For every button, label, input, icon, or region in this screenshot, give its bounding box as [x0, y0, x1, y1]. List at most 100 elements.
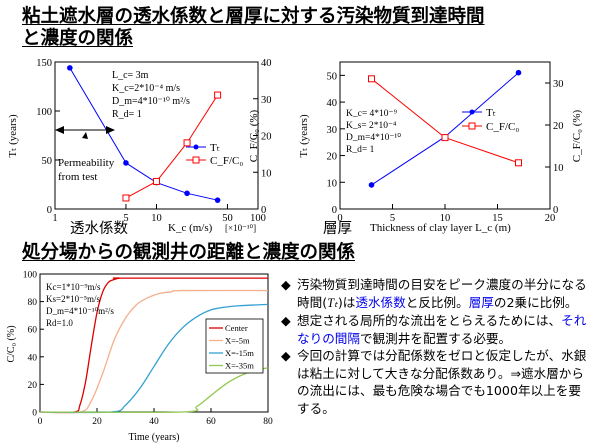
chart1-point	[67, 65, 73, 71]
chart1-x-tick-label: 5	[123, 213, 128, 224]
chart2-yr-tick-label: 30	[553, 79, 564, 90]
chart1-yr-tick-label: 10	[261, 168, 272, 179]
chart1-x-tick-label: 1	[52, 213, 57, 224]
chart1-yr-tick-label: 30	[261, 95, 272, 106]
chart2-param-1: K_s= 2*10⁻⁴	[346, 121, 397, 131]
chart2-legend-label-c: C_F/C₀	[486, 121, 519, 133]
chart1-yl-tick-label: 150	[36, 58, 52, 69]
chart1-x-exponent: [×10⁻¹⁰]	[225, 223, 256, 233]
chart1-param-2: D_m=4*10⁻¹⁰ m²/s	[112, 96, 190, 107]
chart3-x-tick-label: 80	[263, 417, 273, 427]
bullet-text-0-p3: 透水係数	[355, 294, 406, 310]
chart2-point	[368, 182, 375, 188]
chart2-yl-tick-label: 30	[327, 125, 338, 136]
permeability-arrow-left	[55, 126, 64, 134]
chart3-legend-label: X=-35m	[225, 361, 254, 371]
chart1-point	[153, 177, 160, 185]
chart1-annotation-1: from test	[58, 171, 97, 183]
chart1-param-0: L_c= 3m	[112, 70, 149, 81]
chart2-param-3: R_d= 1	[346, 145, 375, 155]
chart2-point	[515, 69, 522, 76]
chart2-x-tick-label: 20	[545, 213, 556, 224]
bullet-text-0-p5: 層厚	[468, 294, 494, 310]
diamond-bullet-icon: ◆	[281, 313, 291, 328]
chart1-jp-label: 透水係数	[70, 220, 128, 237]
bullet-text-1-p1: それなりの間隔	[297, 313, 587, 346]
chart1-x-tick-label: 100	[250, 213, 266, 224]
chart1-yl-tick-label: 0	[47, 205, 52, 216]
chart1-yr-tick-label: 0	[261, 205, 266, 216]
chart1-x-tick-label: 50	[222, 213, 233, 224]
chart3-legend-label: X=-5m	[225, 336, 250, 346]
chart3-series-line	[39, 303, 269, 414]
chart2-legend-marker-t	[469, 109, 475, 115]
chart1-point	[184, 190, 190, 197]
bullet-text-1-p2: で観測井を配置する必要。	[359, 330, 512, 346]
chart2-yl-tick-label: 40	[327, 98, 338, 109]
title-line-2: と濃度の関係	[22, 28, 134, 49]
chart2-xlabel: Thickness of clay layer L_c (m)	[370, 222, 511, 234]
bullet-item: ◆ 想定される局所的な流出をとらえるためには、それなりの間隔で観測井を配置する必…	[281, 312, 593, 347]
bullet-text-1-p0: 想定される局所的な流出をとらえるためには、	[297, 313, 562, 328]
chart2-yl-tick-label: 20	[327, 152, 338, 163]
chart2-legend-marker-c	[468, 122, 476, 130]
diamond-bullet-icon: ◆	[281, 277, 291, 292]
chart3-x-tick-label: 40	[149, 417, 159, 427]
chart1-point	[122, 194, 130, 202]
chart1-legend-label-t: Tₜ	[210, 142, 220, 154]
chart1-ylabel-left: Tₜ (years)	[7, 114, 19, 158]
chart2-yl-tick-label: 50	[327, 71, 338, 82]
chart1-yr-tick-label: 40	[261, 58, 272, 69]
chart2-ylabel-left: Tₜ (years)	[298, 114, 310, 158]
bullet-list: ◆ 汚染物質到達時間の目安をピーク濃度の半分になる時間(Tₜ)は透水係数と反比例…	[281, 276, 593, 417]
bullet-text-0-p4: と反比例。	[405, 294, 469, 310]
diamond-bullet-icon: ◆	[281, 348, 291, 363]
title-line-1: 粘土遮水層の透水係数と層厚に対する汚染物質到達時間	[22, 6, 485, 27]
chart3-y-tick-label: 60	[28, 326, 38, 336]
chart1-point	[214, 197, 221, 203]
chart1-param-1: K_c=2*10⁻⁴ m/s	[112, 83, 180, 94]
chart2-point	[441, 134, 449, 142]
chart2-ylabel-right: C_F/C₀ (%)	[571, 109, 583, 162]
chart3-legend-label: X=-15m	[225, 348, 254, 358]
chart1-yr-tick-label: 20	[261, 132, 272, 143]
chart3-y-tick-label: 0	[32, 409, 37, 419]
bullet-item: ◆ 今回の計算では分配係数をゼロと仮定したが、水銀は粘土に対して大きな分配係数あ…	[281, 347, 593, 417]
chart3-legend-label: Center	[225, 323, 248, 333]
chart1-yl-tick-label: 50	[42, 156, 53, 167]
chart2-x-tick-label: 0	[337, 213, 342, 224]
chart3-param-2: D_m=4*10⁻¹⁰m²/s	[46, 306, 114, 316]
permeability-arrow-right	[106, 126, 115, 134]
chart3-ylabel: C/C₀ (%)	[6, 325, 17, 362]
chart2-yl-tick-label: 10	[327, 178, 338, 189]
chart1-param-3: R_d= 1	[112, 109, 142, 120]
chart3-series-line	[39, 289, 269, 414]
chart1-point	[123, 160, 129, 166]
chart1-annotation-0: Permeability	[58, 157, 115, 169]
chart1-legend-marker-c	[192, 156, 200, 164]
bullet-text-0-p6: の2乗に比例。	[493, 294, 578, 310]
slide-title: 粘土遮水層の透水係数と層厚に対する汚染物質到達時間 と濃度の関係	[22, 6, 485, 50]
chart2-jp-label: 層厚	[323, 221, 352, 237]
chart3-param-0: Kc=1*10⁻⁹m/s	[46, 282, 101, 292]
chart2-x-tick-label: 15	[492, 213, 503, 224]
bullet-text-0-p0: 汚染物質到達時間の目安をピーク濃度の半分になる時間(	[297, 277, 587, 310]
chart2-yl-tick-label: 0	[332, 205, 337, 216]
chart1-point	[183, 139, 191, 147]
chart2-param-2: D_m=4*10⁻¹⁰	[346, 132, 401, 143]
chart3-x-tick-label: 0	[38, 417, 43, 427]
bullet-text-2-p0: 今回の計算では分配係数をゼロと仮定したが、水銀は粘土に対して大きな分配係数あり。…	[297, 348, 587, 416]
chart3-x-tick-label: 20	[92, 417, 102, 427]
chart1-point	[214, 91, 222, 99]
chart1-xlabel: K_c (m/s)	[168, 222, 213, 234]
chart1-legend-marker-t	[193, 144, 199, 150]
chart3-y-tick-label: 20	[28, 381, 38, 391]
chart3-param-1: Ks=2*10⁻⁵m/s	[46, 294, 100, 304]
chart2-x-tick-label: 10	[440, 213, 451, 224]
chart1-x-tick-label: 10	[151, 213, 162, 224]
chart2-yr-tick-label: 20	[553, 121, 564, 132]
chart1-series-line	[125, 94, 219, 199]
chart2-yr-tick-label: 0	[553, 205, 558, 216]
